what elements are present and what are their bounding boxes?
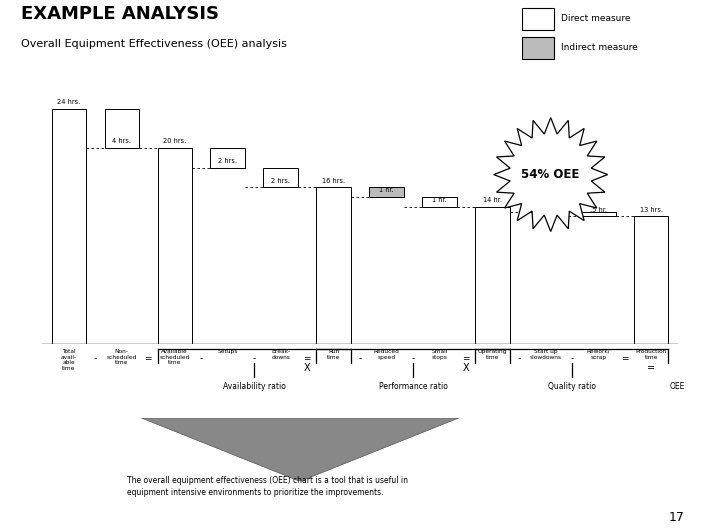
Polygon shape — [141, 418, 459, 481]
Text: Production
time: Production time — [635, 349, 667, 360]
Text: =: = — [621, 354, 628, 363]
Text: 24 hrs.: 24 hrs. — [57, 99, 80, 105]
Text: -: - — [94, 354, 97, 363]
Text: Operating
time: Operating time — [478, 349, 507, 360]
Text: EXAMPLE ANALYSIS: EXAMPLE ANALYSIS — [21, 5, 219, 23]
Text: Run
time: Run time — [327, 349, 340, 360]
Bar — [634, 216, 669, 344]
Text: =: = — [647, 363, 655, 373]
Polygon shape — [493, 117, 608, 232]
Text: Non-
scheduled
time: Non- scheduled time — [107, 349, 137, 366]
Text: The overall equipment effectiveness (OEE) chart is a tool that is useful in
equi: The overall equipment effectiveness (OEE… — [127, 476, 408, 497]
Text: OEE: OEE — [670, 382, 686, 391]
Text: -: - — [200, 354, 203, 363]
Text: Start up
slowdowns: Start up slowdowns — [530, 349, 561, 360]
Text: =: = — [304, 354, 311, 363]
Text: Available
scheduled
time: Available scheduled time — [160, 349, 190, 366]
Text: Availability ratio: Availability ratio — [222, 382, 286, 391]
Text: -: - — [517, 354, 520, 363]
Bar — [528, 207, 563, 212]
Text: Total
avail-
able
time: Total avail- able time — [61, 349, 77, 371]
Text: .5 hr.: .5 hr. — [590, 207, 607, 213]
Text: .5 hr.: .5 hr. — [537, 202, 554, 208]
Text: 54% OEE: 54% OEE — [522, 168, 580, 181]
Text: 16 hrs.: 16 hrs. — [322, 178, 345, 184]
Text: Performance ratio: Performance ratio — [378, 382, 448, 391]
Bar — [475, 207, 510, 344]
Text: 14 hr.: 14 hr. — [483, 197, 502, 203]
Text: Setups: Setups — [217, 349, 238, 354]
Bar — [52, 109, 86, 344]
Bar — [210, 148, 245, 168]
Bar — [581, 212, 616, 216]
Bar — [104, 109, 139, 148]
Text: X: X — [462, 363, 469, 373]
Text: =: = — [462, 354, 469, 363]
Text: 1 hr.: 1 hr. — [432, 197, 447, 203]
Text: 4 hrs.: 4 hrs. — [112, 139, 131, 144]
Text: Quality ratio: Quality ratio — [548, 382, 596, 391]
Bar — [316, 187, 351, 344]
Text: -: - — [412, 354, 414, 363]
Text: 2 hrs.: 2 hrs. — [271, 178, 290, 184]
Text: 13 hrs.: 13 hrs. — [640, 207, 663, 213]
Bar — [522, 7, 554, 30]
Text: Rework/
scrap: Rework/ scrap — [587, 349, 610, 360]
Bar — [369, 187, 404, 197]
Bar — [263, 168, 298, 187]
Text: =: = — [145, 354, 152, 363]
Text: -: - — [570, 354, 573, 363]
Text: Small
stops: Small stops — [431, 349, 448, 360]
Text: Direct measure: Direct measure — [561, 14, 630, 23]
Text: -: - — [253, 354, 256, 363]
Bar — [157, 148, 192, 344]
Text: -: - — [359, 354, 361, 363]
Text: Indirect measure: Indirect measure — [561, 43, 638, 52]
Bar — [522, 37, 554, 59]
Text: 20 hrs.: 20 hrs. — [163, 139, 186, 144]
Bar — [422, 197, 457, 207]
Text: 17: 17 — [669, 510, 685, 524]
Text: Overall Equipment Effectiveness (OEE) analysis: Overall Equipment Effectiveness (OEE) an… — [21, 39, 287, 49]
Text: Reduced
speed: Reduced speed — [373, 349, 400, 360]
Text: Break-
downs: Break- downs — [271, 349, 290, 360]
Text: 1 hr.: 1 hr. — [379, 187, 394, 194]
Text: X: X — [304, 363, 311, 373]
Text: 2 hrs.: 2 hrs. — [218, 158, 237, 164]
